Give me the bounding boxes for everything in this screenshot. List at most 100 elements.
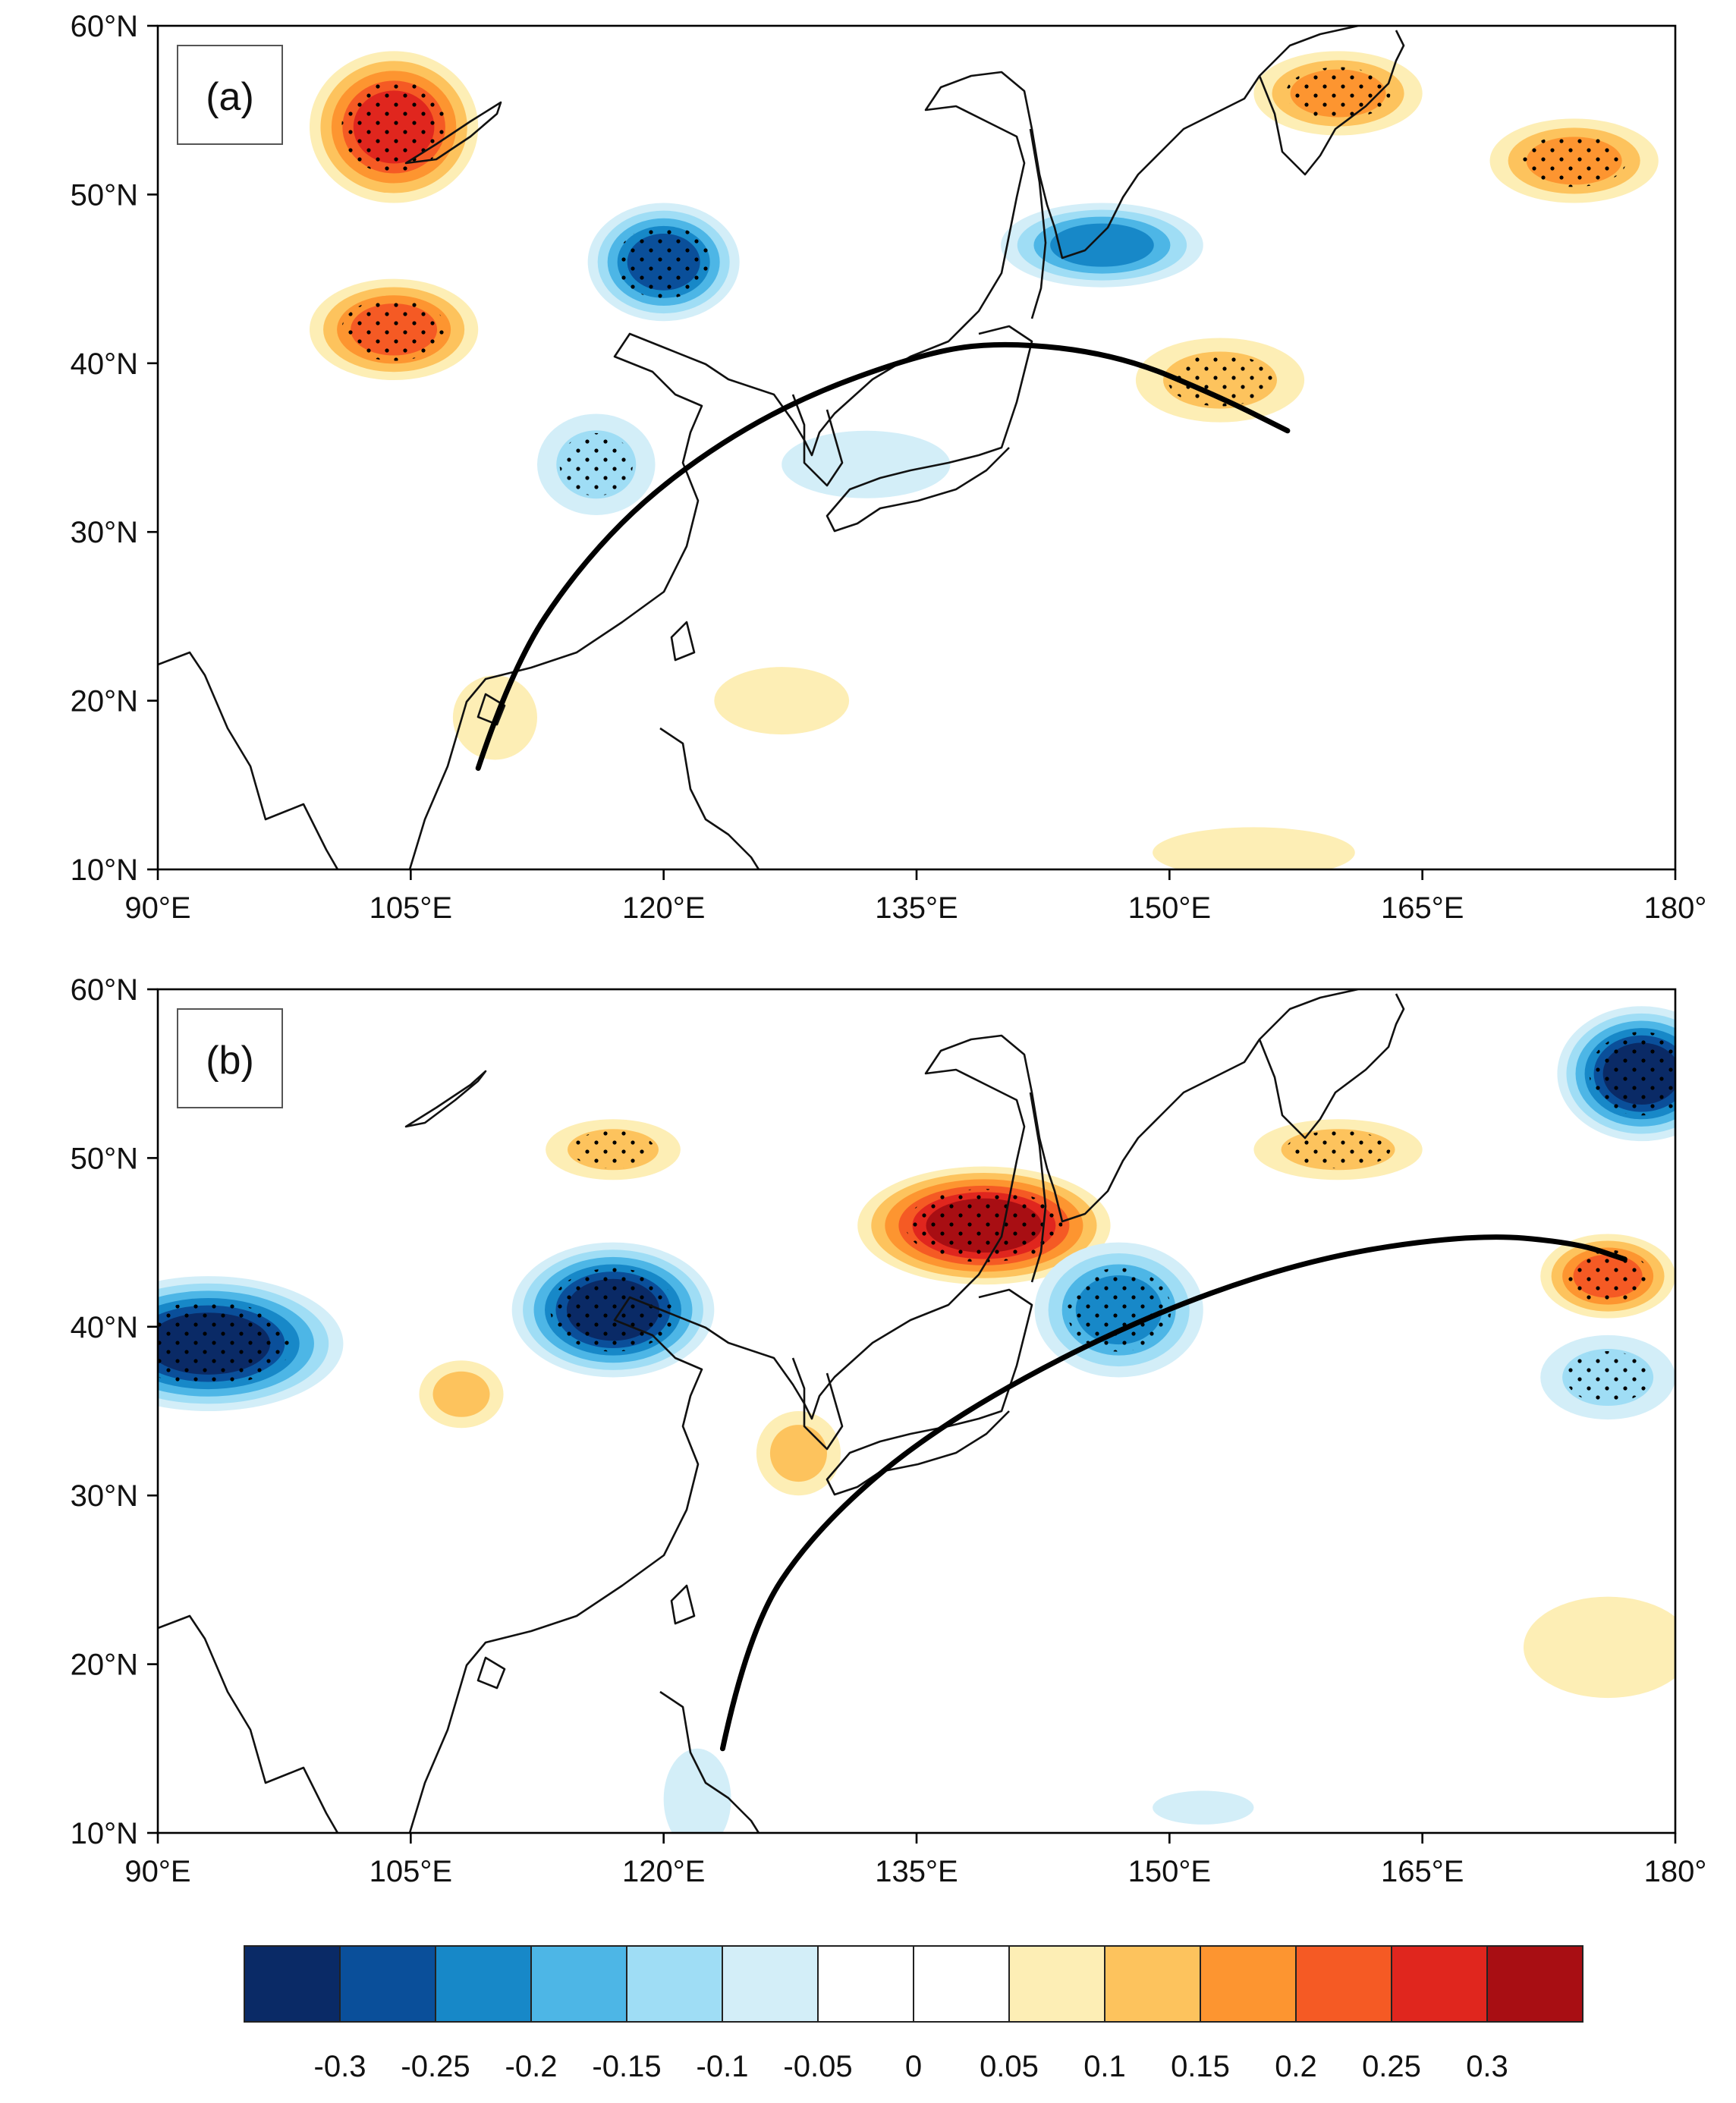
x-tick-label: 135°E (875, 1855, 958, 1888)
contour-level (432, 1371, 490, 1417)
significance-stipple (341, 297, 446, 361)
significance-stipple (571, 1130, 656, 1169)
contour-level (769, 1425, 827, 1482)
anomaly-region (1540, 1234, 1675, 1319)
significance-stipple (1285, 1130, 1391, 1169)
anomaly-region (857, 1166, 1111, 1285)
anomaly-region (756, 1411, 841, 1496)
coastline-kamchatka (1258, 30, 1405, 176)
coastline-korea (791, 1357, 844, 1451)
panel-b-map: (b) 90°E 105°E 120°E 135°E 150°E 165°E 180° 10°… (71, 973, 1707, 1888)
y-tick-label: 60°N (71, 973, 138, 1007)
significance-stipple (1066, 1268, 1171, 1352)
colorbar-swatch (339, 1945, 436, 2023)
colorbar-label: -0.05 (783, 2050, 852, 2083)
coastline-taiwan (670, 1584, 696, 1625)
colorbar-label: 0.1 (1083, 2050, 1126, 2083)
anomaly-region (663, 1748, 731, 1833)
contour-level (1524, 1596, 1675, 1699)
anomaly-region (309, 51, 479, 203)
panel-a-label-box: (a) (177, 45, 283, 145)
colorbar-label: -0.3 (314, 2050, 366, 2083)
x-tick-label: 150°E (1128, 1855, 1211, 1888)
coastline-taiwan (670, 621, 696, 662)
x-tick-label: 105°E (370, 1855, 452, 1888)
significance-stipple (1589, 1032, 1675, 1116)
y-tick-label: 30°N (71, 516, 138, 549)
panel-b-coastlines (158, 989, 1405, 1833)
anomaly-region (1001, 203, 1203, 288)
coastline-korea (791, 394, 844, 487)
significance-stipple (1521, 134, 1627, 187)
x-tick-label: 90°E (124, 1855, 190, 1888)
colorbar-label: 0.3 (1466, 2050, 1508, 2083)
panel-a-coastlines (158, 26, 1405, 869)
panel-a-label: (a) (206, 75, 254, 119)
colorbar-swatch (530, 1945, 627, 2023)
contour-level (663, 1748, 731, 1833)
colorbar-swatch (722, 1945, 819, 2023)
coastline-hainan (476, 1656, 506, 1690)
anomaly-region (546, 1119, 681, 1180)
x-tick-label: 180° (1644, 891, 1707, 925)
anomaly-region (1253, 1119, 1423, 1180)
coastline-china-east (408, 989, 1359, 1833)
coastline-lake-baikal (404, 101, 502, 165)
y-tick-label: 20°N (71, 685, 138, 718)
x-tick-label: 105°E (370, 891, 452, 925)
anomaly-region (1540, 1334, 1675, 1420)
y-tick-label: 50°N (71, 178, 138, 212)
panel-b-axes: 90°E 105°E 120°E 135°E 150°E 165°E 180° 10°N 20°… (71, 973, 1707, 1888)
great-circle-path (719, 1234, 1628, 1752)
anomaly-region (511, 1242, 715, 1378)
coastline-philippines (659, 727, 760, 869)
anomaly-region (1524, 1596, 1675, 1699)
coastline-lake-baikal (404, 1070, 487, 1128)
panel-b-label: (b) (206, 1039, 254, 1083)
anomaly-region (1034, 1242, 1203, 1378)
coastline-hainan (476, 693, 506, 726)
y-tick-label: 30°N (71, 1479, 138, 1513)
coastline-sakhalin (1029, 1092, 1047, 1283)
significance-stipple (1566, 1351, 1650, 1404)
panel-a-axes: 90°E 105°E 120°E 135°E 150°E 165°E 180° 10°N 20°… (71, 10, 1707, 925)
anomaly-region (587, 203, 740, 322)
coastline-asia-main (158, 1614, 339, 1833)
colorbar-swatch (1200, 1945, 1297, 2023)
coastline-sakhalin (1029, 128, 1047, 319)
coastline-asia-main (158, 651, 339, 869)
coastline-japan (826, 325, 1033, 533)
y-tick-label: 60°N (71, 10, 138, 43)
anomaly-region (714, 667, 850, 735)
y-tick-label: 40°N (71, 347, 138, 381)
anomaly-region (1489, 118, 1659, 203)
coastline-philippines (659, 1690, 760, 1833)
colorbar-swatch (1486, 1945, 1583, 2023)
colorbar-label: 0.05 (980, 2050, 1039, 2083)
colorbar-swatch (435, 1945, 532, 2023)
x-tick-label: 165°E (1381, 1855, 1464, 1888)
panel-b-label-box: (b) (177, 1008, 283, 1108)
colorbar-label: 0 (905, 2050, 922, 2083)
significance-stipple (1285, 67, 1391, 120)
anomaly-region (1557, 1006, 1675, 1142)
x-tick-label: 150°E (1128, 891, 1211, 925)
significance-stipple (1168, 354, 1272, 407)
colorbar-label: -0.15 (592, 2050, 661, 2083)
contour-level (1153, 1790, 1254, 1825)
anomaly-region (537, 413, 656, 515)
x-tick-label: 90°E (124, 891, 190, 925)
panel-a-map: (a) 90°E 105°E 120°E 135°E 150°E 165°E 180° 10°… (71, 10, 1707, 925)
colorbar-label: -0.25 (401, 2050, 470, 2083)
colorbar-label: -0.2 (505, 2050, 558, 2083)
y-tick-label: 40°N (71, 1311, 138, 1344)
colorbar-label: 0.15 (1171, 2050, 1230, 2083)
significance-stipple (550, 1268, 676, 1352)
contour-level (714, 667, 850, 735)
anomaly-region (419, 1360, 504, 1429)
colorbar-label: -0.1 (697, 2050, 749, 2083)
colorbar-swatch (244, 1945, 341, 2023)
x-tick-label: 135°E (875, 891, 958, 925)
coastline-kamchatka (1258, 993, 1405, 1140)
